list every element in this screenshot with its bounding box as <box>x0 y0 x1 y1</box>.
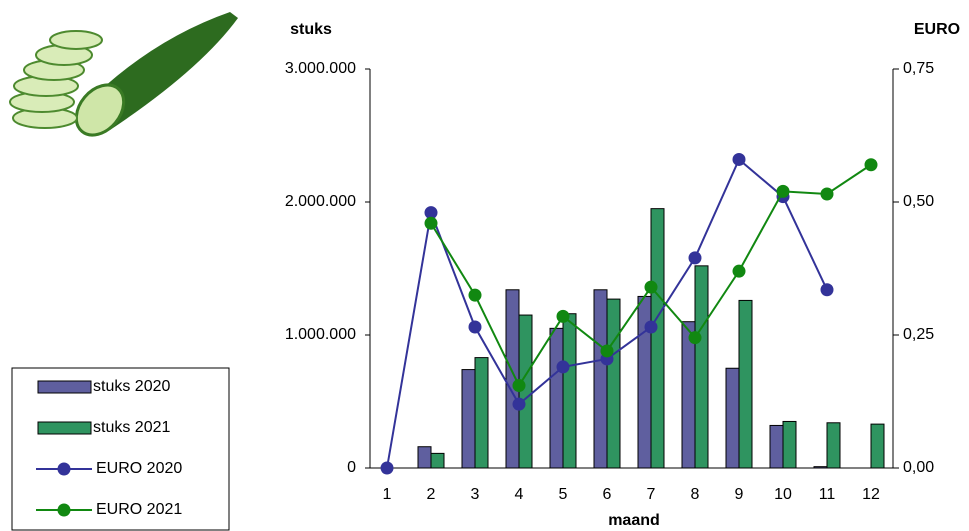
x-axis-title: maand <box>608 512 660 529</box>
bar <box>474 357 489 469</box>
x-tick-label: 9 <box>735 486 744 503</box>
y-axis-title: stuks <box>290 21 332 38</box>
marker <box>380 461 394 475</box>
marker <box>644 320 658 334</box>
bar <box>650 208 665 469</box>
marker <box>468 320 482 334</box>
y2-tick-label: 0,25 <box>903 326 934 343</box>
bar <box>694 265 709 469</box>
marker <box>732 152 746 166</box>
x-tick-label: 1 <box>383 486 392 503</box>
legend-swatch <box>57 503 71 517</box>
x-tick-label: 3 <box>471 486 480 503</box>
x-tick-label: 7 <box>647 486 656 503</box>
marker <box>644 280 658 294</box>
marker <box>468 288 482 302</box>
marker <box>556 360 570 374</box>
y2-tick-label: 0,50 <box>903 193 934 210</box>
bar <box>461 369 476 469</box>
legend-label: stuks 2020 <box>93 378 170 395</box>
bar <box>417 446 432 469</box>
y2-tick-label: 0,75 <box>903 60 934 77</box>
bar <box>769 424 784 469</box>
bar <box>593 289 608 469</box>
marker <box>424 206 438 220</box>
y-tick-label: 2.000.000 <box>285 193 356 210</box>
x-tick-label: 4 <box>515 486 524 503</box>
marker <box>820 283 834 297</box>
bar <box>725 367 740 469</box>
marker <box>512 379 526 393</box>
marker <box>556 309 570 323</box>
x-tick-label: 10 <box>774 486 792 503</box>
y2-axis-title: EURO <box>914 21 960 38</box>
legend-label: EURO 2021 <box>96 501 182 518</box>
legend-label: stuks 2021 <box>93 419 170 436</box>
bar <box>562 313 577 469</box>
legend-swatch <box>37 380 92 394</box>
legend-swatch <box>57 462 71 476</box>
y-tick-label: 0 <box>347 459 356 476</box>
y2-tick-label: 0,00 <box>903 459 934 476</box>
x-tick-label: 11 <box>819 486 836 503</box>
y-tick-label: 3.000.000 <box>285 60 356 77</box>
bar <box>782 420 797 469</box>
marker <box>732 264 746 278</box>
marker <box>688 251 702 265</box>
bar <box>826 422 841 469</box>
bar <box>549 327 564 469</box>
bar <box>505 289 520 469</box>
y-tick-label: 1.000.000 <box>285 326 356 343</box>
bar <box>813 466 828 469</box>
bar <box>430 452 445 469</box>
x-tick-label: 8 <box>691 486 700 503</box>
marker <box>864 158 878 172</box>
x-tick-label: 6 <box>603 486 612 503</box>
marker <box>424 216 438 230</box>
marker <box>688 331 702 345</box>
legend-box <box>11 367 230 531</box>
x-tick-label: 12 <box>862 486 880 503</box>
marker <box>600 344 614 358</box>
x-tick-label: 5 <box>559 486 568 503</box>
legend-swatch <box>37 421 92 435</box>
marker <box>776 184 790 198</box>
cucumber-image <box>9 12 238 137</box>
bar <box>738 299 753 469</box>
marker <box>820 187 834 201</box>
bar <box>870 423 885 469</box>
x-tick-label: 2 <box>427 486 436 503</box>
bar <box>606 298 621 469</box>
legend-label: EURO 2020 <box>96 460 182 477</box>
marker <box>512 397 526 411</box>
